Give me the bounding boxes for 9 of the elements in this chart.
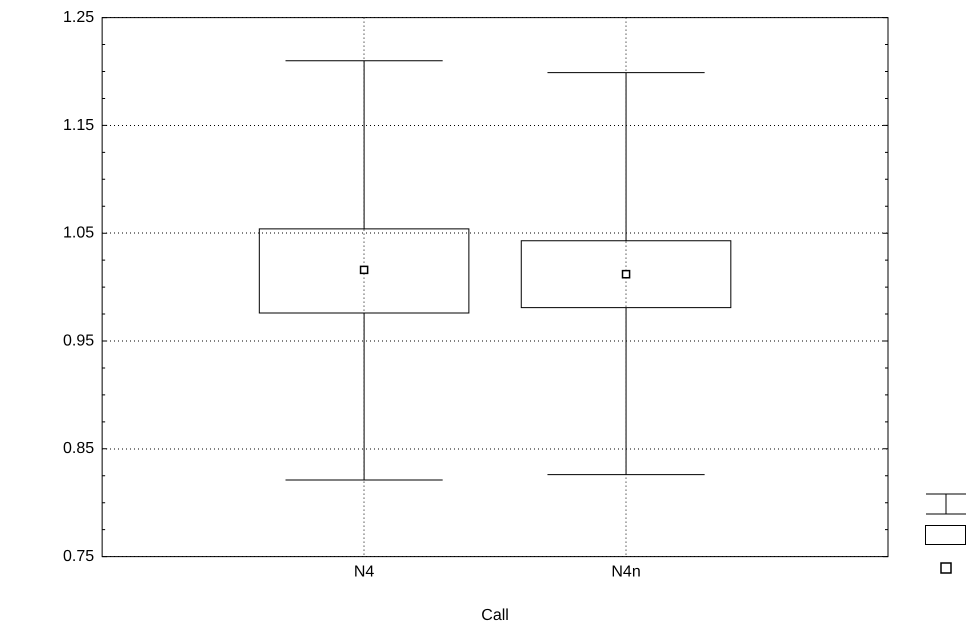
- x-tick-label: N4n: [611, 564, 641, 581]
- y-tick-label: 0.75: [63, 548, 94, 566]
- y-tick-label: 0.95: [63, 332, 94, 350]
- x-axis-title: Call: [481, 606, 509, 624]
- x-tick-label: N4: [354, 564, 374, 581]
- y-tick-label: 1.25: [63, 9, 94, 26]
- y-tick-label: 1.15: [63, 116, 94, 134]
- y-tick-label: 1.05: [63, 224, 94, 242]
- y-tick-label: 0.85: [63, 440, 94, 458]
